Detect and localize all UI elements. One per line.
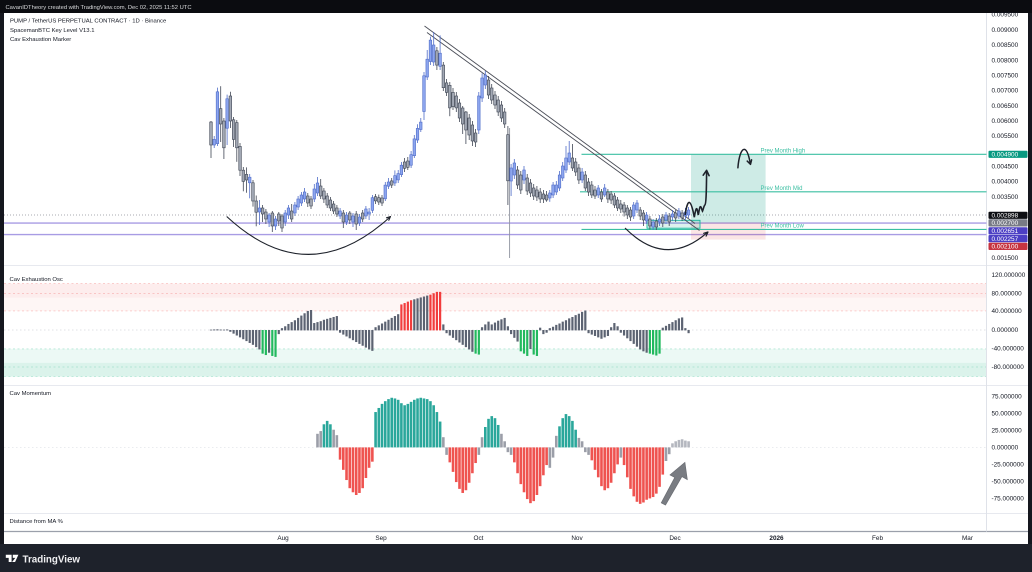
svg-text:Cav Momentum: Cav Momentum [10, 391, 52, 397]
svg-text:0.002100: 0.002100 [992, 244, 1019, 251]
svg-text:Sep: Sep [375, 535, 387, 542]
svg-text:0.003500: 0.003500 [992, 194, 1019, 201]
svg-text:0.002651: 0.002651 [992, 228, 1019, 235]
svg-text:0.005500: 0.005500 [992, 133, 1019, 140]
svg-text:Prev Month High: Prev Month High [761, 149, 806, 155]
svg-text:Distance from MA %: Distance from MA % [10, 519, 64, 525]
svg-text:0.009000: 0.009000 [992, 27, 1019, 34]
svg-text:0.004900: 0.004900 [992, 152, 1019, 159]
svg-text:0.002700: 0.002700 [992, 220, 1019, 227]
svg-text:0.006500: 0.006500 [992, 103, 1019, 110]
svg-text:TradingView: TradingView [23, 555, 81, 566]
svg-text:0.004500: 0.004500 [992, 164, 1019, 171]
svg-text:0.002898: 0.002898 [992, 213, 1019, 220]
svg-text:80.000000: 80.000000 [992, 291, 1023, 298]
svg-text:0.008500: 0.008500 [992, 42, 1019, 49]
svg-text:40.000000: 40.000000 [992, 308, 1023, 315]
svg-text:-50.000000: -50.000000 [992, 479, 1025, 486]
svg-text:0.009500: 0.009500 [992, 12, 1019, 19]
svg-text:75.000000: 75.000000 [992, 394, 1023, 401]
svg-text:Prev Month Low: Prev Month Low [761, 224, 805, 230]
svg-text:0.002257: 0.002257 [992, 236, 1019, 243]
svg-text:120.000000: 120.000000 [992, 272, 1026, 279]
svg-text:2026: 2026 [769, 535, 784, 542]
svg-text:Prev Month Mid: Prev Month Mid [761, 186, 803, 192]
svg-text:0.004000: 0.004000 [992, 179, 1019, 186]
svg-text:0.006000: 0.006000 [992, 118, 1019, 125]
svg-text:Mar: Mar [962, 535, 974, 542]
svg-text:Dec: Dec [669, 535, 681, 542]
svg-text:Cav Exhaustion Marker: Cav Exhaustion Marker [10, 37, 71, 43]
svg-text:-40.000000: -40.000000 [992, 346, 1025, 353]
svg-text:Feb: Feb [872, 535, 883, 542]
svg-text:-80.000000: -80.000000 [992, 364, 1025, 371]
svg-text:-25.000000: -25.000000 [992, 462, 1025, 469]
svg-text:Aug: Aug [277, 535, 289, 542]
svg-text:0.000000: 0.000000 [992, 327, 1019, 334]
svg-text:0.000000: 0.000000 [992, 445, 1019, 452]
svg-text:Nov: Nov [571, 535, 583, 542]
svg-text:Cav Exhaustion Osc: Cav Exhaustion Osc [10, 277, 63, 283]
svg-text:0.007000: 0.007000 [992, 88, 1019, 95]
svg-text:SpacemanBTC Key Level V13.1: SpacemanBTC Key Level V13.1 [10, 28, 94, 34]
svg-text:Oct: Oct [474, 535, 484, 542]
svg-text:50.000000: 50.000000 [992, 411, 1023, 418]
svg-text:-75.000000: -75.000000 [992, 496, 1025, 503]
svg-text:PUMP / TetherUS PERPETUAL CONT: PUMP / TetherUS PERPETUAL CONTRACT · 1D … [10, 19, 167, 25]
svg-text:0.007500: 0.007500 [992, 72, 1019, 79]
svg-text:0.001500: 0.001500 [992, 255, 1019, 262]
svg-text:0.008000: 0.008000 [992, 57, 1019, 64]
svg-text:25.000000: 25.000000 [992, 428, 1023, 435]
svg-text:CavanIDTheory created with Tra: CavanIDTheory created with TradingView.c… [6, 5, 192, 11]
